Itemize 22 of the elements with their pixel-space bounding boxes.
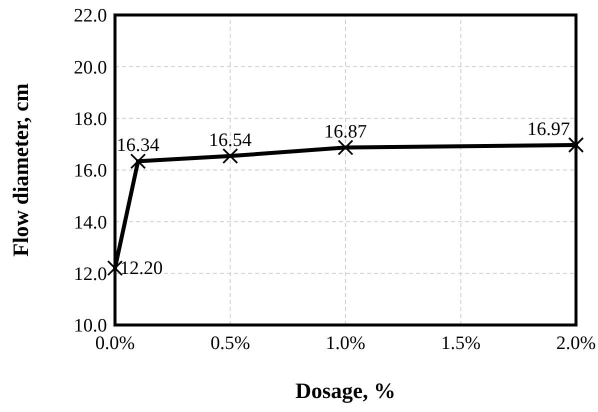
y-tick-label: 22.0 (74, 6, 107, 27)
y-tick-label: 12.0 (74, 264, 107, 285)
y-tick-label: 14.0 (74, 212, 107, 234)
point (338, 140, 354, 156)
point (107, 260, 123, 276)
x-tick-label: 1.0% (326, 333, 366, 354)
y-tick-label: 18.0 (74, 108, 107, 130)
y-tick-label: 20.0 (74, 57, 107, 78)
data-label: 16.87 (324, 122, 367, 143)
data-label: 12.20 (120, 258, 163, 280)
data-label: 16.97 (527, 118, 570, 140)
x-tick-label: 0.5% (210, 333, 250, 354)
point (568, 137, 584, 153)
point (130, 153, 146, 170)
y-axis-title: Flow diameter, cm (8, 83, 33, 257)
data-label: 16.34 (116, 135, 160, 156)
y-tick-label: 16.0 (74, 160, 107, 182)
data-label: 16.54 (208, 130, 252, 152)
point (222, 148, 238, 164)
x-tick-label: 1.5% (440, 333, 481, 354)
x-tick-label: 2.0% (556, 333, 596, 354)
x-axis-title: Dosage, % (295, 378, 396, 403)
